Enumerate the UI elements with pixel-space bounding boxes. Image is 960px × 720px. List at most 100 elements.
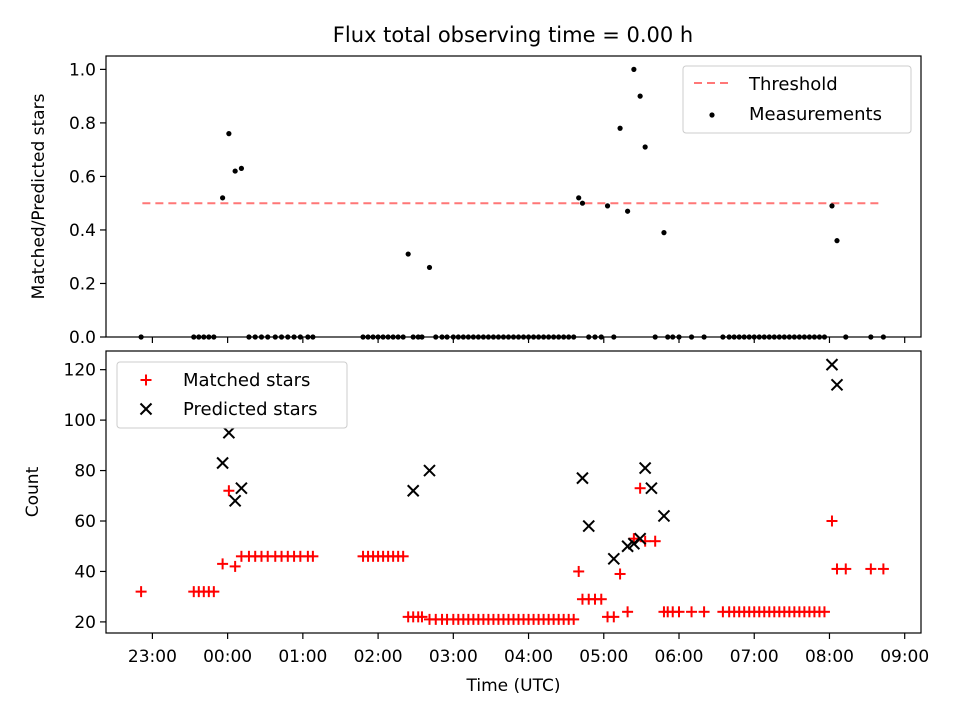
- predicted-point: [582, 519, 595, 533]
- matched-point: [686, 606, 698, 618]
- matched-point: [865, 563, 877, 575]
- measurement-point: [661, 230, 667, 236]
- top-legend: Threshold Measurements: [682, 65, 912, 134]
- measurement-point: [617, 125, 623, 131]
- matched-point: [568, 613, 580, 625]
- x-tick-label: 03:00: [429, 647, 478, 667]
- legend-matched-swatch: [140, 374, 152, 386]
- top-y-axis-label: Matched/Predicted stars: [29, 93, 49, 299]
- cross-stroke: [235, 482, 248, 495]
- bottom-y-axis-label: Count: [23, 466, 43, 517]
- cross-stroke: [830, 378, 844, 392]
- legend-predicted-label: Predicted stars: [183, 399, 317, 420]
- y-tick-label: 80: [74, 462, 96, 482]
- cross-stroke: [645, 482, 658, 495]
- predicted-point: [633, 532, 647, 545]
- matched-point: [673, 606, 685, 618]
- predicted-point: [638, 461, 652, 475]
- predicted-point: [235, 482, 248, 495]
- cross-stroke: [657, 509, 671, 523]
- y-tick-label: 0.6: [69, 167, 96, 187]
- x-tick-label: 09:00: [880, 647, 929, 667]
- cross-stroke: [607, 552, 621, 566]
- bottom-ticks: 20 40 60 80 100 120 23:00 00:00 01:00 02:00 03:00 0…: [64, 361, 930, 667]
- matched-point: [223, 485, 235, 497]
- legend-measurements-label: Measurements: [749, 104, 882, 125]
- top-panel: 0.0 0.2 0.4 0.6 0.8 1.0 Matched/Predicted sta…: [29, 55, 922, 348]
- measurement-point: [232, 168, 238, 174]
- cross-stroke: [621, 540, 634, 553]
- measurement-point: [829, 203, 835, 209]
- top-legend-box: [682, 65, 912, 134]
- y-tick-label: 60: [74, 512, 96, 532]
- measurement-point: [579, 200, 586, 206]
- measurement-point: [226, 131, 232, 137]
- x-tick-label: 01:00: [278, 647, 327, 667]
- x-tick-label: 04:00: [504, 647, 553, 667]
- matched-point: [840, 563, 852, 575]
- y-tick-label: 120: [64, 361, 96, 381]
- predicted-point: [830, 378, 844, 392]
- cross-stroke: [582, 519, 595, 533]
- matched-point: [573, 565, 585, 577]
- count-points: [135, 358, 889, 625]
- y-tick-label: 0.4: [69, 221, 96, 241]
- matched-point: [397, 550, 409, 562]
- matched-point: [416, 611, 428, 623]
- y-tick-label: 0.8: [69, 114, 96, 134]
- chart-title: Flux total observing time = 0.00 h: [333, 23, 693, 47]
- bottom-legend: Matched stars Predicted stars: [116, 361, 348, 429]
- matched-point: [208, 586, 220, 598]
- legend-predicted-swatch: [139, 402, 153, 416]
- x-tick-label: 06:00: [655, 647, 704, 667]
- measurement-point: [426, 264, 433, 271]
- x-tick-label: 08:00: [805, 647, 854, 667]
- matched-point: [614, 568, 626, 580]
- bottom-legend-box: [116, 361, 348, 429]
- measurement-point: [637, 93, 643, 99]
- x-tick-label: 07:00: [730, 647, 779, 667]
- matched-point: [135, 586, 147, 598]
- cross-stroke: [423, 464, 436, 477]
- legend-measurements-swatch: [709, 112, 715, 118]
- x-tick-label: 02:00: [354, 647, 403, 667]
- measurement-point: [238, 165, 245, 171]
- measurement-point: [405, 251, 411, 257]
- cross-stroke: [825, 358, 839, 371]
- matched-point: [877, 563, 889, 575]
- cross-stroke: [633, 532, 647, 545]
- predicted-point: [657, 509, 671, 523]
- measurement-point: [625, 208, 631, 214]
- measurement-point: [631, 66, 637, 72]
- matched-point: [698, 606, 710, 618]
- y-tick-label: 0.2: [69, 274, 96, 294]
- cross-stroke: [638, 461, 652, 475]
- measurement-point: [220, 195, 226, 201]
- measurement-point: [576, 195, 582, 201]
- measurement-point: [604, 203, 611, 209]
- matched-point: [622, 606, 634, 618]
- legend-threshold-label: Threshold: [748, 74, 838, 95]
- matched-point: [608, 611, 620, 623]
- x-tick-label: 05:00: [579, 647, 628, 667]
- bottom-panel: 20 40 60 80 100 120 23:00 00:00 01:00 02:00 03:00 0…: [23, 350, 930, 696]
- matched-point: [595, 593, 607, 605]
- cross-stroke: [139, 402, 153, 416]
- legend-plus-marker: [140, 374, 152, 386]
- predicted-point: [825, 358, 839, 371]
- predicted-point: [645, 482, 658, 495]
- predicted-point: [607, 552, 621, 566]
- predicted-point: [576, 471, 589, 485]
- legend-matched-label: Matched stars: [183, 370, 310, 391]
- y-tick-label: 40: [74, 562, 96, 582]
- predicted-point: [621, 540, 634, 553]
- top-ticks: 0.0 0.2 0.4 0.6 0.8 1.0: [69, 60, 906, 348]
- measurement-point: [642, 144, 648, 150]
- x-tick-label: 00:00: [203, 647, 252, 667]
- matched-point: [307, 550, 319, 562]
- matched-point: [818, 606, 830, 618]
- matched-point: [649, 535, 661, 547]
- matched-point: [217, 558, 229, 570]
- predicted-point: [216, 456, 229, 470]
